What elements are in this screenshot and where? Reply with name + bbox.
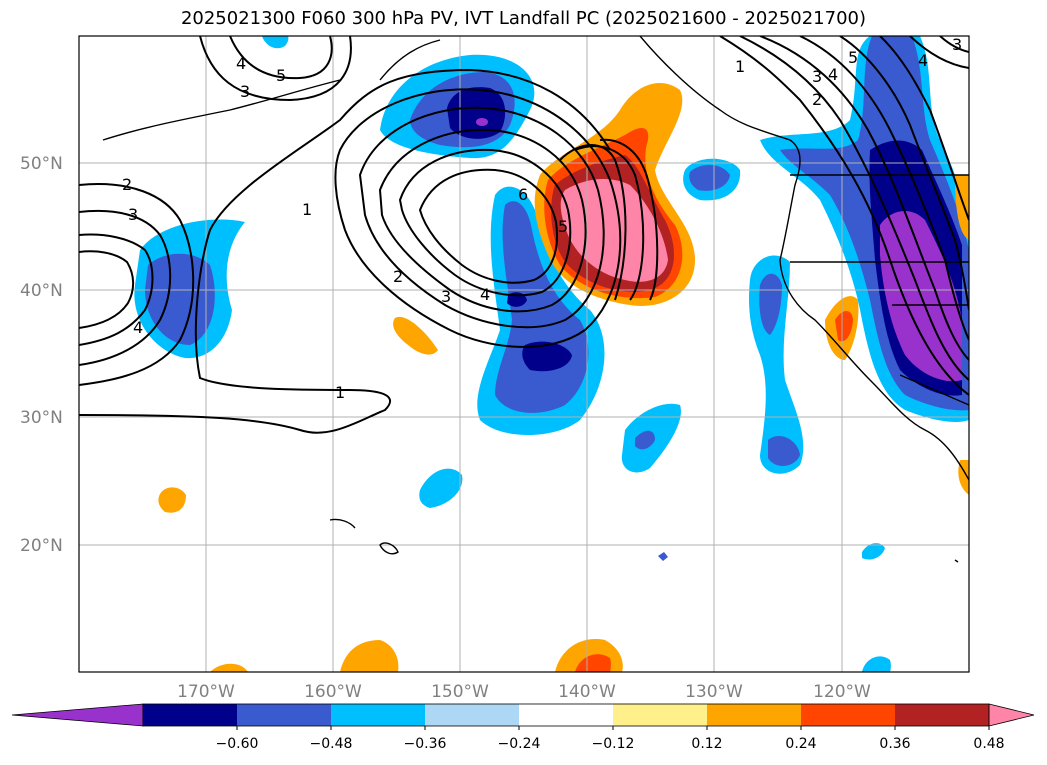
lon-label: 120°W xyxy=(813,682,871,702)
lon-label: 130°W xyxy=(685,682,743,702)
colorbar-tick-label: −0.12 xyxy=(592,736,635,752)
contour-label: 3 xyxy=(240,82,250,101)
contour-label: 3 xyxy=(952,35,962,54)
colorbar-swatch xyxy=(613,704,708,726)
colorbar-swatch xyxy=(801,704,896,726)
colorbar-extend-min xyxy=(11,703,144,727)
colorbar-extend-max xyxy=(988,703,1035,727)
map-frame xyxy=(78,35,970,673)
colorbar-tick-label: −0.36 xyxy=(404,736,447,752)
map-gridlines xyxy=(79,36,969,672)
map-title: 2025021300 F060 300 hPa PV, IVT Landfall… xyxy=(180,8,867,29)
latitude-labels: 50°N 40°N 30°N 20°N xyxy=(20,154,63,556)
colorbar-tick-label: −0.60 xyxy=(216,736,259,752)
pc-negative-region-central xyxy=(477,186,605,435)
pc-negative-region-south xyxy=(621,403,681,473)
pc-negative-small-regions xyxy=(262,36,891,672)
colorbar-tick-label: −0.24 xyxy=(498,736,541,752)
contour-label: 2 xyxy=(393,267,403,286)
pc-negative-region-west xyxy=(134,219,245,359)
contour-label: 5 xyxy=(848,48,858,67)
lon-label: 160°W xyxy=(304,682,362,702)
colorbar-tick-label: −0.48 xyxy=(310,736,353,752)
contour-label: 2 xyxy=(812,90,822,109)
contour-label: 2 xyxy=(122,175,132,194)
contour-label: 5 xyxy=(558,217,568,236)
contour-label: 5 xyxy=(276,66,286,85)
contour-label: 4 xyxy=(133,318,143,337)
contour-label: 1 xyxy=(302,200,312,219)
longitude-labels: 170°W 160°W 150°W 140°W 130°W 120°W xyxy=(177,682,871,702)
pc-positive-small-regions xyxy=(158,175,969,672)
lon-label: 140°W xyxy=(558,682,616,702)
lon-label: 150°W xyxy=(431,682,489,702)
contour-label: 3 xyxy=(441,287,451,306)
pc-negative-region-small xyxy=(683,158,741,201)
contour-label: 1 xyxy=(335,383,345,402)
colorbar-swatch xyxy=(425,704,520,726)
colorbar-frame xyxy=(142,703,990,727)
pc-negative-region-hawaii xyxy=(419,468,463,508)
lat-label: 50°N xyxy=(20,154,63,174)
pv-contours xyxy=(79,36,969,434)
colorbar-tick-label: 0.48 xyxy=(973,736,1004,752)
lat-label: 30°N xyxy=(20,408,63,428)
contour-labels: 4 5 3 2 3 4 1 2 3 4 6 5 1 1 5 3 4 2 4 3 xyxy=(122,35,962,402)
coastlines xyxy=(102,36,969,563)
colorbar-swatch xyxy=(707,704,802,726)
contour-label: 3 xyxy=(812,67,822,86)
lat-label: 20°N xyxy=(20,536,63,556)
colorbar-swatch xyxy=(143,704,238,726)
lat-label: 40°N xyxy=(20,281,63,301)
contour-label: 4 xyxy=(236,54,246,73)
colorbar-swatch xyxy=(519,704,614,726)
contour-label: 6 xyxy=(518,185,528,204)
contour-label: 4 xyxy=(828,65,838,84)
colorbar-tick-label: 0.24 xyxy=(785,736,816,752)
colorbar-tick-label: 0.36 xyxy=(879,736,910,752)
contour-label: 1 xyxy=(735,57,745,76)
pc-negative-region-coast xyxy=(749,255,804,474)
colorbar: −0.60 −0.48 −0.36 −0.24 −0.12 0.12 0.24 0.36 0.4… xyxy=(11,703,1035,752)
lon-label: 170°W xyxy=(177,682,235,702)
colorbar-swatch xyxy=(237,704,332,726)
contour-label: 3 xyxy=(128,205,138,224)
colorbar-swatch xyxy=(895,704,990,726)
colorbar-tick-label: 0.12 xyxy=(691,736,722,752)
colorbar-swatch xyxy=(331,704,426,726)
contour-label: 4 xyxy=(918,51,928,70)
contour-label: 4 xyxy=(480,285,490,304)
